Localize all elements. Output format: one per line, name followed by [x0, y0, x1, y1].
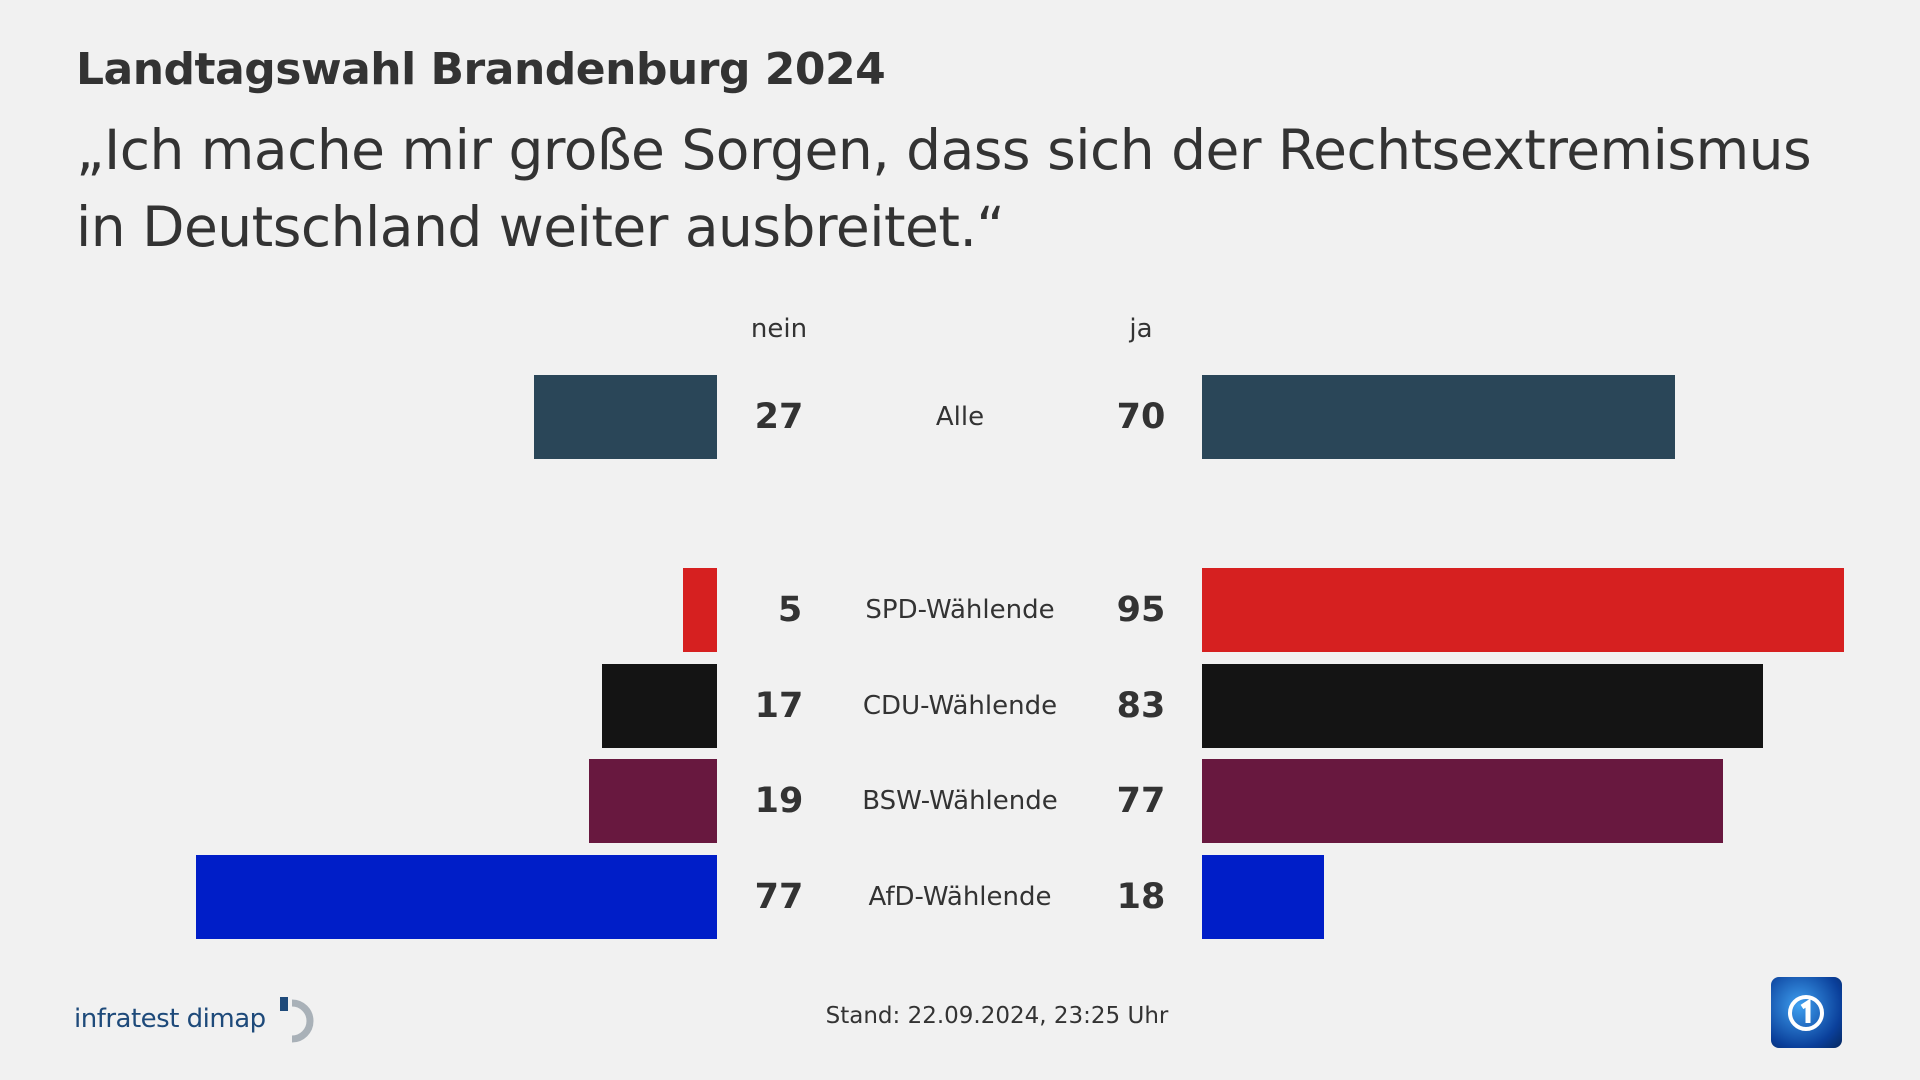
value-ja: 83: [1116, 686, 1166, 726]
bar-ja-0: [1202, 375, 1676, 459]
stand-timestamp: Stand: 22.09.2024, 23:25 Uhr: [825, 1003, 1169, 1029]
value-nein: 19: [754, 781, 804, 821]
value-ja: 70: [1116, 397, 1166, 437]
bar-ja-4: [1202, 855, 1324, 939]
ard-one-icon: [1788, 995, 1824, 1031]
bar-ja-1: [1202, 568, 1845, 652]
category-label: BSW-Wählende: [862, 786, 1058, 816]
bar-nein-1: [683, 568, 717, 652]
bar-ja-2: [1202, 664, 1764, 748]
tagesschau-logo: [1771, 977, 1842, 1048]
value-ja: 18: [1116, 877, 1166, 917]
value-nein: 17: [754, 686, 804, 726]
chart-subtitle: „Ich mache mir große Sorgen, dass sich d…: [76, 118, 1812, 259]
value-nein: 27: [754, 397, 804, 437]
category-label: AfD-Wählende: [868, 882, 1052, 912]
bar-nein-4: [196, 855, 717, 939]
bar-nein-0: [534, 375, 717, 459]
bar-nein-2: [602, 664, 717, 748]
value-ja: 77: [1116, 781, 1166, 821]
infratest-dimap-logo: infratest dimap: [74, 995, 322, 1043]
value-ja: 95: [1116, 590, 1166, 630]
value-nein: 77: [754, 877, 804, 917]
infratest-dimap-logo-icon: [279, 997, 314, 1043]
column-header-nein: nein: [750, 314, 808, 344]
column-header-ja: ja: [1129, 314, 1153, 344]
bar-ja-3: [1202, 759, 1723, 843]
category-label: CDU-Wählende: [862, 691, 1058, 721]
infratest-dimap-logo-text: infratest dimap: [74, 1004, 266, 1034]
value-nein: 5: [777, 590, 803, 630]
chart-title: Landtagswahl Brandenburg 2024: [76, 44, 886, 95]
bar-nein-3: [588, 759, 717, 843]
category-label: Alle: [935, 402, 985, 432]
category-label: SPD-Wählende: [865, 595, 1055, 625]
